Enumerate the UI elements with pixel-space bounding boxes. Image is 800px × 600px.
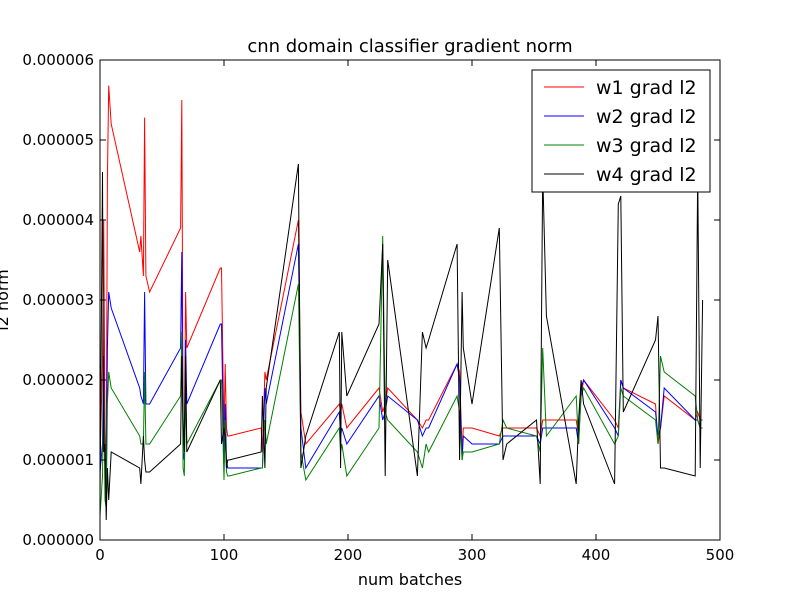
legend-label-3: w3 grad l2: [596, 135, 697, 157]
legend-label-2: w2 grad l2: [596, 106, 697, 128]
legend-label-4: w4 grad l2: [596, 164, 697, 186]
y-tick-label: 0.000003: [22, 291, 94, 309]
x-axis-label: num batches: [358, 570, 462, 589]
x-tick-label: 400: [582, 546, 611, 564]
x-tick-label: 300: [458, 546, 487, 564]
y-tick-label: 0.000002: [22, 371, 94, 389]
series-line-2: [99, 243, 703, 493]
series-line-3: [99, 235, 703, 517]
x-axis-ticks: 0 100 200 300 400 500: [95, 60, 734, 564]
x-tick-label: 500: [706, 546, 735, 564]
y-tick-label: 0.000000: [22, 531, 94, 549]
y-axis-label: l2 norm: [0, 269, 12, 331]
chart-title: cnn domain classifier gradient norm: [247, 36, 572, 57]
y-axis-ticks: 0.000000 0.000001 0.000002 0.000003 0.000004…: [22, 51, 720, 549]
legend: w1 grad l2 w2 grad l2 w3 grad l2 w4 grad l2: [531, 69, 711, 193]
legend-label-1: w1 grad l2: [596, 77, 697, 99]
x-tick-label: 0: [95, 546, 105, 564]
y-tick-label: 0.000005: [22, 131, 94, 149]
legend-box: [531, 69, 711, 193]
series-line-4: [99, 163, 704, 521]
y-tick-label: 0.000004: [22, 211, 94, 229]
x-tick-label: 200: [334, 546, 363, 564]
y-tick-label: 0.000006: [22, 51, 94, 69]
x-tick-label: 100: [210, 546, 239, 564]
series-layer: [99, 85, 704, 521]
y-tick-label: 0.000001: [22, 451, 94, 469]
